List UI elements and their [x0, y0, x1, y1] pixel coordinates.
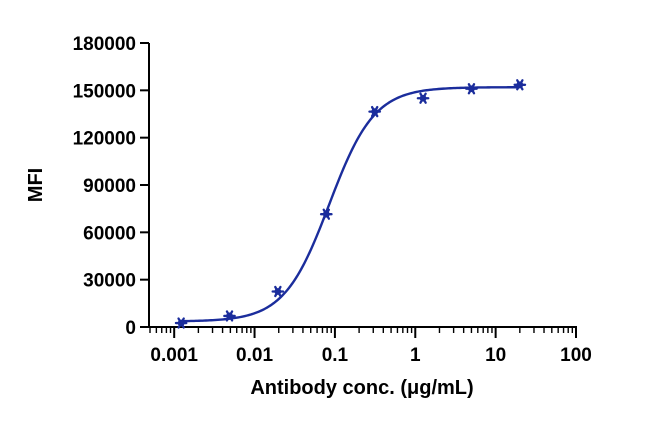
data-point [465, 83, 478, 95]
data-point [319, 208, 333, 220]
y-ticks: 0 30000 60000 90000 120000 150000 180000 [73, 34, 149, 339]
y-tick-label: 60000 [83, 223, 136, 244]
x-tick-label: 100 [560, 345, 592, 366]
data-points [174, 79, 527, 329]
data-point [513, 79, 527, 91]
y-tick-label: 180000 [73, 34, 136, 55]
x-ticks: 0.001 0.01 0.1 1 10 100 [149, 327, 592, 366]
y-tick-label: 0 [125, 318, 136, 339]
y-tick-label: 150000 [73, 81, 136, 102]
x-tick-label: 0.1 [322, 345, 349, 366]
data-point [223, 310, 236, 322]
data-point [368, 105, 382, 118]
data-point [416, 92, 430, 104]
x-tick-label: 0.01 [236, 345, 273, 366]
data-point [271, 285, 285, 298]
y-axis-title: MFI [25, 168, 47, 202]
x-axis-title: Antibody conc. (μg/mL) [250, 377, 473, 399]
x-tick-label: 0.001 [150, 345, 198, 366]
y-tick-label: 90000 [83, 176, 136, 197]
y-tick-label: 120000 [73, 129, 136, 150]
data-point [174, 317, 188, 329]
x-tick-label: 10 [485, 345, 506, 366]
axes [148, 43, 577, 328]
y-tick-label: 30000 [83, 271, 136, 292]
fit-curve [180, 86, 520, 323]
x-tick-label: 1 [410, 345, 421, 366]
